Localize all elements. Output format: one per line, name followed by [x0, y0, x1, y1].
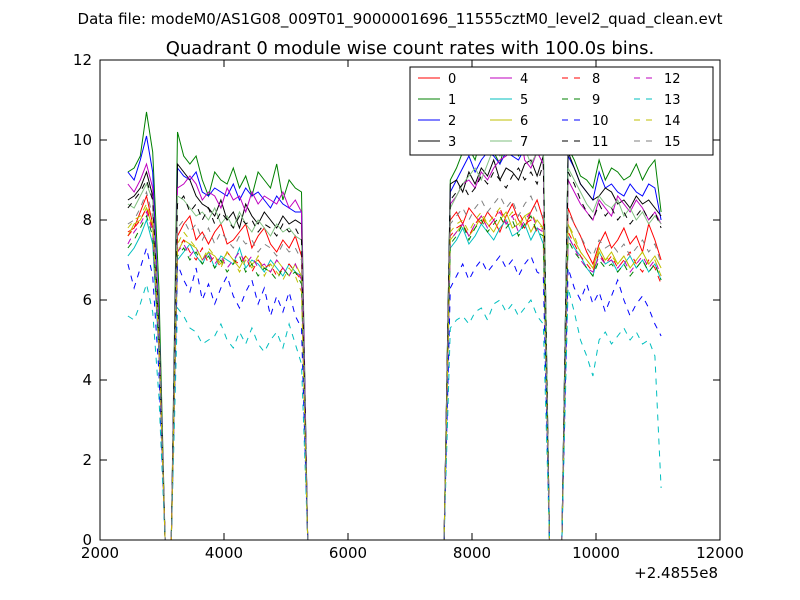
legend-label-6: 6 — [520, 114, 528, 129]
series-line-14 — [127, 202, 662, 541]
y-tick-label: 8 — [82, 211, 92, 229]
y-tick-label: 4 — [82, 371, 92, 389]
legend-label-0: 0 — [448, 72, 456, 87]
legend-frame — [409, 66, 714, 156]
legend-label-9: 9 — [592, 93, 600, 108]
x-tick-label: 12000 — [696, 544, 744, 562]
y-tick-label: 10 — [73, 131, 92, 149]
x-tick-label: 6000 — [329, 544, 367, 562]
legend-label-15: 15 — [664, 135, 681, 150]
legend-label-1: 1 — [448, 93, 456, 108]
x-tick-label: 8000 — [453, 544, 491, 562]
legend-label-13: 13 — [664, 93, 681, 108]
series-line-8 — [127, 206, 662, 541]
legend-label-7: 7 — [520, 135, 528, 150]
legend-label-14: 14 — [664, 114, 681, 129]
y-tick-label: 0 — [82, 531, 92, 549]
legend-label-4: 4 — [520, 72, 528, 87]
series-line-12 — [127, 210, 662, 541]
legend-label-8: 8 — [592, 72, 600, 87]
legend-label-12: 12 — [664, 72, 681, 87]
series-line-13 — [127, 282, 662, 541]
x-tick-label: 2000 — [81, 544, 119, 562]
series-line-15 — [127, 190, 662, 541]
x-tick-label: 10000 — [572, 544, 620, 562]
legend-label-11: 11 — [592, 135, 609, 150]
chart-title: Quadrant 0 module wise count rates with … — [166, 38, 655, 59]
x-offset-label: +2.4855e8 — [634, 564, 718, 582]
series-line-3 — [127, 151, 662, 541]
suptitle: Data file: modeM0/AS1G08_009T01_90000016… — [78, 10, 723, 29]
legend-label-3: 3 — [448, 135, 456, 150]
series-line-11 — [127, 163, 662, 541]
legend-label-10: 10 — [592, 114, 609, 129]
series-line-0 — [127, 194, 662, 541]
y-tick-label: 12 — [73, 51, 92, 69]
legend-label-5: 5 — [520, 93, 528, 108]
y-tick-label: 6 — [82, 291, 92, 309]
series-line-1 — [127, 111, 662, 541]
legend-label-2: 2 — [448, 114, 456, 129]
series-line-10 — [127, 246, 662, 541]
y-tick-label: 2 — [82, 451, 92, 469]
x-tick-label: 4000 — [205, 544, 243, 562]
series-line-5 — [127, 218, 662, 541]
series-layer — [127, 111, 662, 541]
series-line-7 — [127, 111, 662, 541]
